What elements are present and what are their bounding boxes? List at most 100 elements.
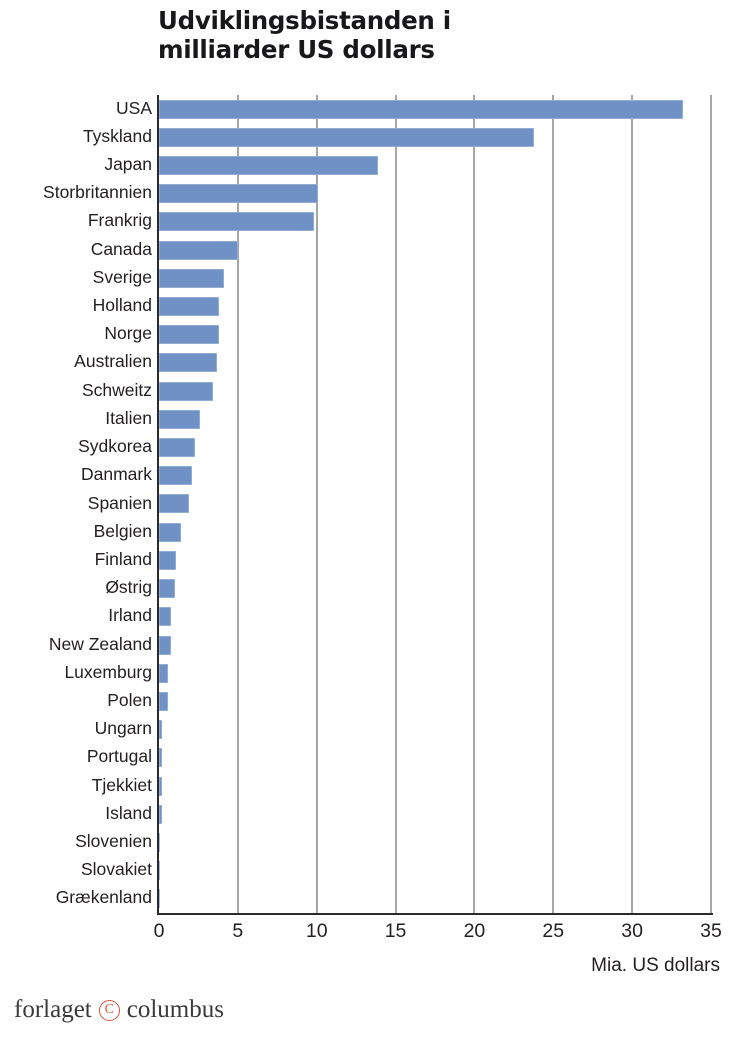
bar-row [159,236,711,265]
x-axis-tick-labels: 0 5 10 15 20 25 30 35 [154,919,722,949]
y-axis-label: USA [116,97,152,118]
bar-row [159,744,711,773]
bar-row [159,575,711,604]
y-axis-label: Japan [104,154,152,175]
bar-row [159,433,711,462]
bar-slovenien[interactable] [159,832,161,852]
y-axis-label: Sydkorea [78,436,152,457]
bar-australien[interactable] [159,353,218,373]
publisher-name-right: columbus [126,996,224,1023]
bar-row [159,292,711,321]
publisher-logo: forlaget C columbus [14,996,224,1024]
y-axis-label: Canada [90,238,152,259]
bar-spanien[interactable] [159,494,189,514]
bar-new-zealand[interactable] [159,635,171,655]
y-axis-label: Ungarn [94,718,152,739]
gridline-35 [710,95,712,913]
bar-irland[interactable] [159,607,171,627]
bar-row [159,885,711,914]
y-axis-label: Luxemburg [64,661,152,682]
bar-row [159,857,711,886]
bar-row [159,800,711,829]
bar-storbritannien[interactable] [159,184,319,204]
bar-østrig[interactable] [159,579,175,599]
x-axis-tick-0: 0 [153,920,165,942]
bar-tjekkiet[interactable] [159,776,163,796]
bar-tyskland[interactable] [159,127,535,147]
page-title: Udviklingsbistanden i milliarder US doll… [158,6,451,64]
bar-norge[interactable] [159,325,219,345]
bar-row [159,687,711,716]
y-axis-label: Sverige [92,266,152,287]
bar-belgien[interactable] [159,522,182,542]
y-axis-label: Belgien [93,520,152,541]
x-axis-tick-5: 5 [232,920,244,942]
bar-row [159,264,711,293]
x-axis-tick-20: 20 [463,920,486,942]
y-axis-label: Schweitz [81,379,152,400]
bar-row [159,490,711,519]
gridline-10 [315,95,318,913]
bar-row [159,659,711,688]
bar-row [159,321,711,350]
bar-schweitz[interactable] [159,381,213,401]
x-axis-tick-10: 10 [305,920,328,942]
gridline-15 [394,95,397,913]
bar-row [159,95,711,124]
bar-island[interactable] [159,804,163,824]
gridline-20 [473,95,476,913]
bar-row [159,123,711,152]
y-axis-label: Portugal [86,746,152,767]
bar-row [159,208,711,237]
y-axis-label: Irland [108,605,152,626]
bar-row [159,462,711,491]
bar-japan[interactable] [159,156,379,175]
bar-canada[interactable] [159,240,238,260]
bar-row [159,377,711,406]
y-axis-label: Holland [92,295,152,316]
bar-finland[interactable] [159,550,177,570]
y-axis-label: New Zealand [48,633,152,654]
bar-row [159,405,711,434]
bar-row [159,772,711,801]
bar-row [159,546,711,575]
y-axis-label: Finland [94,548,152,569]
y-axis-label: Grækenland [55,887,152,908]
x-axis-line [157,913,713,915]
y-axis-label: Slovenien [75,830,152,851]
bar-sydkorea[interactable] [159,438,196,458]
bar-usa[interactable] [159,99,683,119]
bar-row [159,716,711,745]
bar-portugal[interactable] [159,748,163,768]
gridline-25 [552,95,555,913]
publisher-name-left: forlaget [14,996,92,1023]
bar-polen[interactable] [159,691,168,711]
bar-row [159,631,711,660]
gridline-30 [631,95,634,913]
copyright-icon: C [98,999,120,1021]
bar-italien[interactable] [159,409,200,429]
gridline-5 [236,95,239,913]
bar-row [159,180,711,209]
bar-slovakiet[interactable] [159,861,161,881]
y-axis-label: Norge [104,323,152,344]
y-axis-label: Storbritannien [43,182,152,203]
y-axis-label: Polen [107,689,152,710]
bar-ungarn[interactable] [159,720,163,740]
x-axis-tick-35: 35 [700,920,722,942]
bar-holland[interactable] [159,297,219,317]
bar-grækenland[interactable] [159,889,161,909]
y-axis-label: Italien [105,407,152,428]
bar-luxemburg[interactable] [159,663,169,683]
bar-frankrig[interactable] [159,212,314,232]
y-axis-line [157,95,159,913]
y-axis-label: Danmark [81,464,152,485]
y-axis-label: Slovakiet [80,859,152,880]
bar-sverige[interactable] [159,268,224,288]
x-axis-title: Mia. US dollars [591,955,720,976]
x-axis-tick-30: 30 [621,920,643,942]
bar-chart: USA Tyskland Japan Storbritannien Frankrig Ca… [43,95,722,976]
y-axis-label: Frankrig [87,210,152,231]
y-axis-label: Østrig [105,577,152,598]
bar-danmark[interactable] [159,466,193,486]
